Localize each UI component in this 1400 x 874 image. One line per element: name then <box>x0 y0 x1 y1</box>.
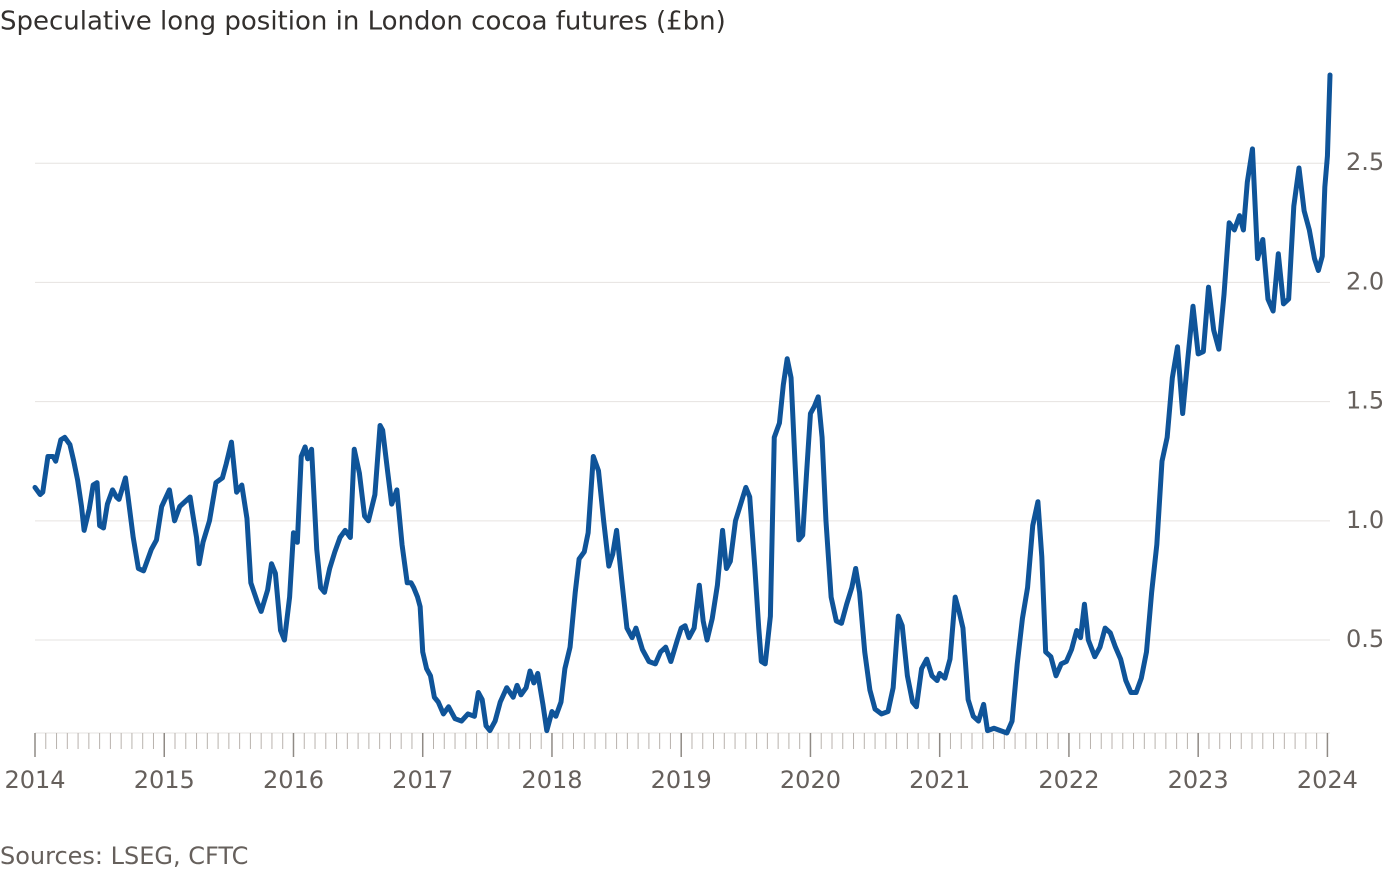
x-tick-label: 2021 <box>909 766 970 794</box>
x-tick-label: 2023 <box>1168 766 1229 794</box>
x-tick-label: 2018 <box>521 766 582 794</box>
y-tick-label: 1.0 <box>1346 506 1384 534</box>
x-tick-label: 2017 <box>392 766 453 794</box>
x-tick-label: 2014 <box>4 766 65 794</box>
source-note: Sources: LSEG, CFTC <box>0 842 248 870</box>
x-tick-label: 2020 <box>780 766 841 794</box>
x-tick-label: 2024 <box>1297 766 1358 794</box>
data-line <box>32 72 1333 736</box>
chart-title: Speculative long position in London coco… <box>0 7 726 37</box>
y-tick-label: 0.5 <box>1346 625 1384 653</box>
y-tick-label: 2.5 <box>1346 148 1384 176</box>
y-tick-label: 1.5 <box>1346 387 1384 415</box>
x-tick-label: 2015 <box>134 766 195 794</box>
x-tick-label: 2019 <box>651 766 712 794</box>
y-tick-label: 2.0 <box>1346 267 1384 295</box>
x-tick-label: 2016 <box>263 766 324 794</box>
x-tick-label: 2022 <box>1038 766 1099 794</box>
